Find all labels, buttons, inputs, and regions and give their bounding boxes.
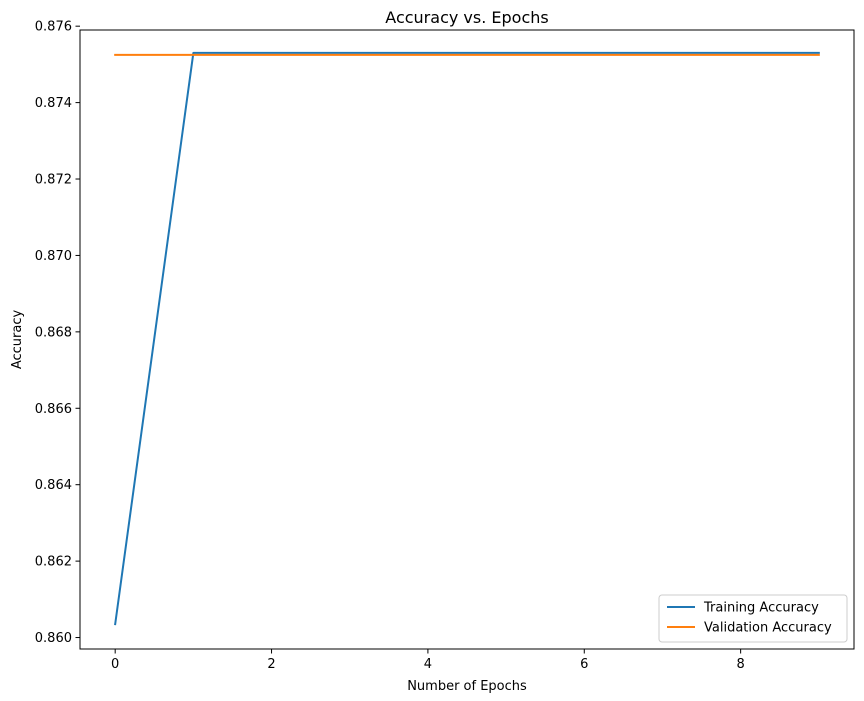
- legend-box: [658, 594, 848, 643]
- legend: Training Accuracy Validation Accuracy: [658, 594, 848, 643]
- y-tick-label: 0.872: [35, 173, 72, 188]
- x-axis-label: Number of Epochs: [407, 679, 527, 694]
- legend-entry-label: Validation Accuracy: [704, 621, 832, 636]
- x-tick-label: 2: [267, 657, 275, 672]
- y-tick-label: 0.860: [35, 631, 72, 646]
- chart-title: Accuracy vs. Epochs: [385, 8, 548, 27]
- series-layer: [114, 51, 820, 626]
- y-axis-ticks: 0.860 0.862 0.864 0.866 0.868 0.870 0.872 0.874…: [35, 20, 80, 646]
- x-tick-label: 6: [580, 657, 588, 672]
- x-tick-label: 4: [424, 657, 432, 672]
- y-tick-label: 0.864: [35, 478, 72, 493]
- y-tick-label: 0.866: [35, 402, 72, 417]
- plot-frame: [79, 29, 855, 650]
- series-line-training-accuracy: [114, 51, 820, 626]
- legend-entry-label: Training Accuracy: [703, 601, 819, 616]
- y-tick-label: 0.876: [35, 20, 72, 35]
- y-tick-label: 0.868: [35, 325, 72, 340]
- y-tick-label: 0.874: [35, 96, 72, 111]
- y-tick-label: 0.862: [35, 555, 72, 570]
- x-tick-label: 0: [111, 657, 119, 672]
- x-tick-label: 8: [736, 657, 744, 672]
- x-axis-ticks: 0 2 4 6 8: [111, 649, 745, 672]
- y-tick-label: 0.870: [35, 249, 72, 264]
- y-axis-label: Accuracy: [10, 310, 25, 370]
